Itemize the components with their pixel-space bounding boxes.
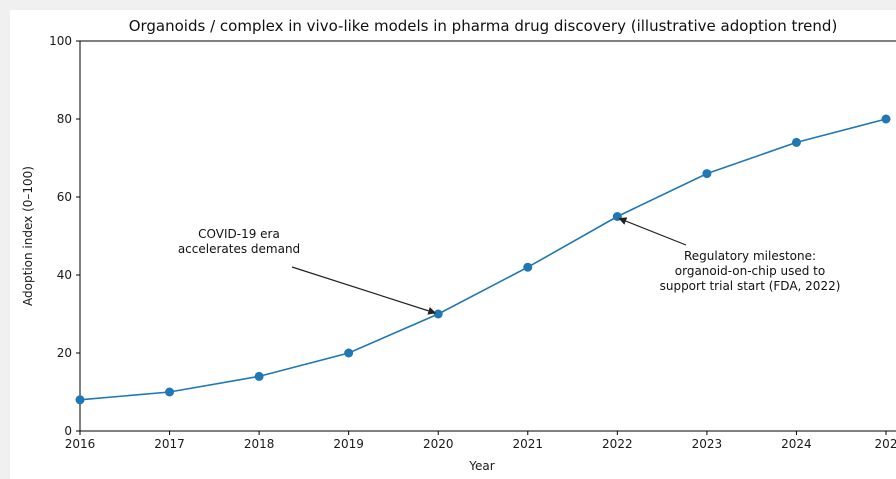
x-tick-label: 2020 [423,437,454,451]
annotation-text: COVID-19 era [198,227,280,241]
y-tick-label: 100 [49,34,72,48]
x-tick-label: 2023 [692,437,723,451]
data-point [881,114,891,124]
x-tick-label: 2018 [244,437,275,451]
y-tick-label: 80 [57,112,72,126]
data-point [612,212,622,221]
y-axis-label: Adoption index (0–100) [21,166,35,306]
x-tick-label: 2024 [781,437,812,451]
annotation-text: support trial start (FDA, 2022) [660,279,841,293]
chart-title: Organoids / complex in vivo-like models … [129,17,838,35]
ticks: 2016 2017 2018 2019 2020 2021 2022 2023 2024 2020… [49,34,896,451]
x-tick-label: 2021 [513,437,544,451]
x-tick-label: 202 [875,437,896,451]
data-point [791,137,801,147]
y-tick-label: 0 [64,424,72,438]
annotation-arrow [618,217,687,246]
annotation-text: organoid-on-chip used to [675,264,825,278]
y-tick-label: 40 [57,268,72,282]
series-line [79,118,887,401]
data-point [433,309,443,319]
x-tick-label: 2019 [333,437,364,451]
data-point [254,371,264,381]
axes [79,40,896,432]
x-tick-label: 2022 [602,437,633,451]
data-point [344,348,354,358]
data-point [165,387,175,397]
annotation-text: Regulatory milestone: [684,249,816,263]
x-tick-label: 2017 [154,437,185,451]
x-tick-label: 2016 [65,437,96,451]
data-point [702,169,712,179]
annotation-arrow [291,266,437,315]
data-point [523,262,533,272]
y-tick-label: 20 [57,346,72,360]
x-axis-label: Year [468,459,494,473]
y-tick-label: 60 [57,190,72,204]
figure-panel [10,10,896,479]
series-group [75,114,891,405]
annotation-text: accelerates demand [178,242,300,256]
data-point [75,395,85,405]
